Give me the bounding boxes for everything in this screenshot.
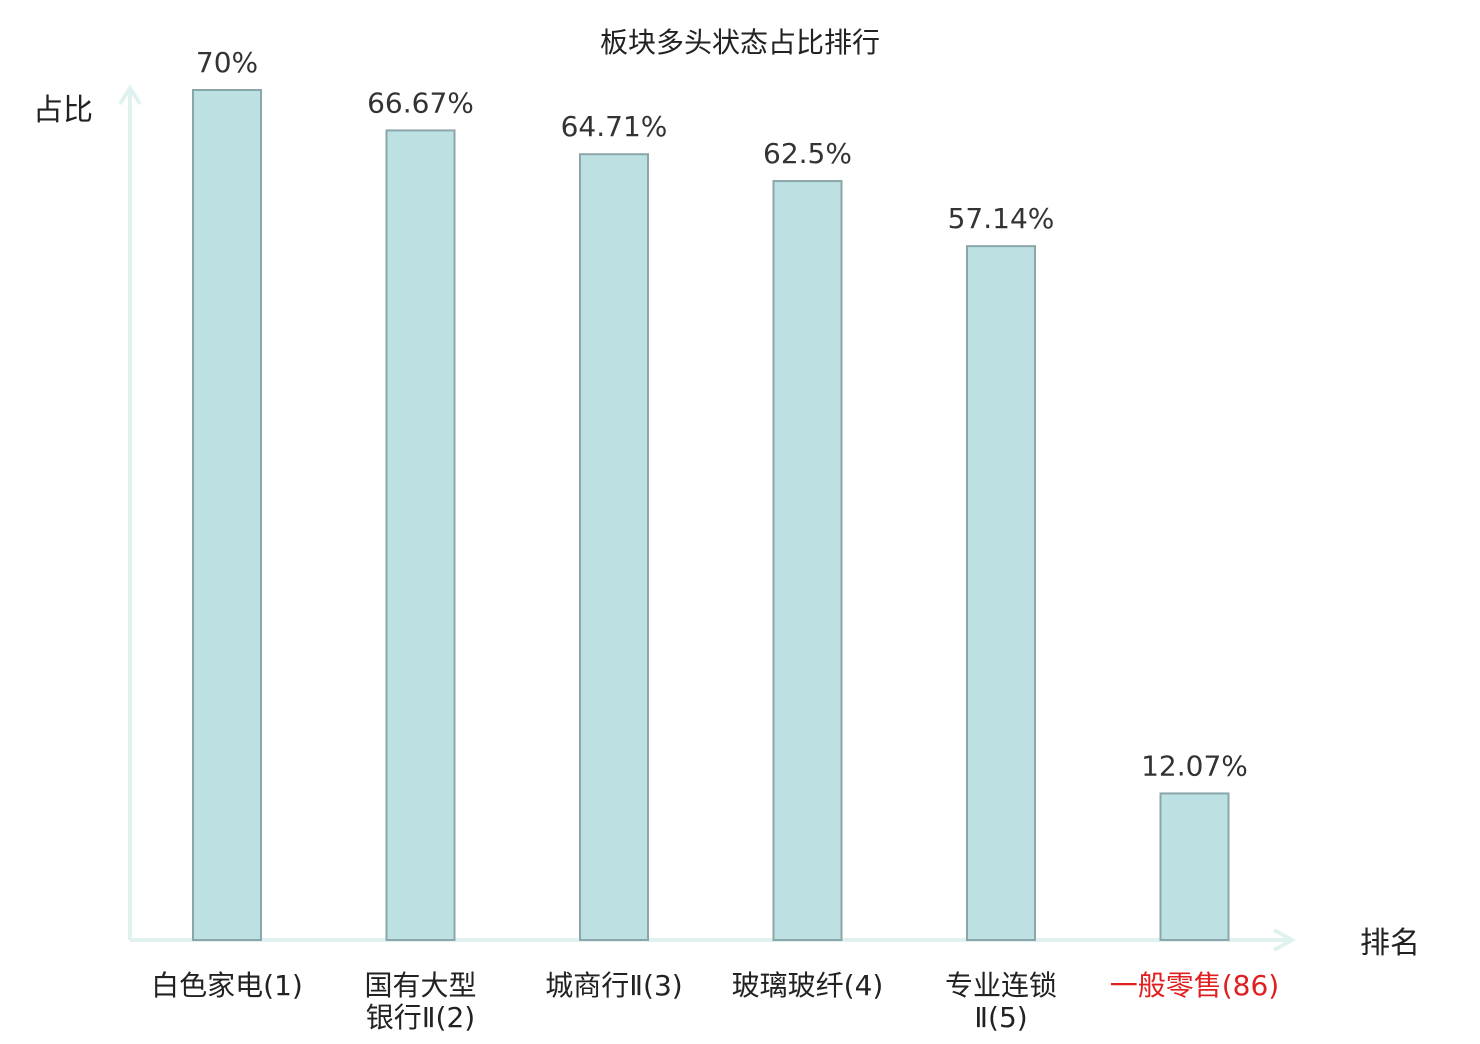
bar: [579, 153, 649, 941]
x-tick-label: 专业连锁 Ⅱ(5): [945, 969, 1057, 1034]
data-label: 62.5%: [763, 137, 852, 170]
y-axis-arrow: [118, 84, 142, 106]
x-tick-label-line: 白色家电(1): [151, 969, 303, 1002]
x-axis-arrow: [1273, 928, 1297, 952]
data-label: 70%: [196, 46, 258, 79]
x-tick-labels-group: 白色家电(1) 国有大型银行Ⅱ(2) 城商行Ⅱ(3) 玻璃玻纤(4) 专业连锁 Ⅱ(5) 一…: [151, 969, 1279, 1034]
x-tick-label-line: 城商行Ⅱ(3): [545, 969, 682, 1002]
bar: [385, 129, 456, 941]
x-tick-label-line: 银行Ⅱ(2): [366, 1001, 475, 1034]
x-tick-label: 白色家电(1): [151, 969, 303, 1002]
x-tick-label-line: 一般零售(86): [1110, 969, 1279, 1002]
x-tick-label: 城商行Ⅱ(3): [545, 969, 682, 1002]
bar: [1159, 792, 1230, 942]
x-tick-label-line: 玻璃玻纤(4): [732, 969, 884, 1002]
data-label: 57.14%: [948, 202, 1055, 235]
x-tick-label: 国有大型银行Ⅱ(2): [364, 969, 476, 1034]
bar: [192, 89, 262, 941]
x-tick-label: 一般零售(86): [1110, 969, 1279, 1002]
x-tick-label: 玻璃玻纤(4): [732, 969, 884, 1002]
x-axis-label: 排名: [1360, 926, 1420, 961]
x-tick-label-line: 专业连锁: [945, 969, 1057, 1002]
axes: [118, 84, 1297, 952]
y-axis-label: 占比: [33, 93, 93, 128]
x-tick-label-line: 国有大型: [364, 969, 476, 1002]
data-labels-group: 70% 66.67% 64.71% 62.5% 57.14% 12.07%: [196, 46, 1248, 782]
chart-title: 板块多头状态占比排行: [600, 26, 880, 59]
x-tick-label-line: Ⅱ(5): [974, 1001, 1027, 1034]
data-label: 66.67%: [367, 86, 474, 119]
data-label: 12.07%: [1141, 749, 1248, 782]
bar: [772, 180, 843, 942]
bars-group: [192, 89, 1230, 942]
bar: [966, 245, 1036, 941]
data-label: 64.71%: [561, 110, 668, 143]
